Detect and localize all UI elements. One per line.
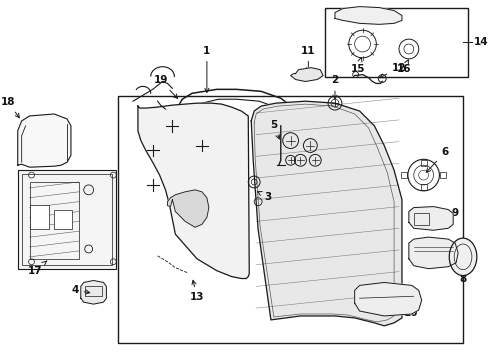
Polygon shape	[354, 283, 421, 316]
Bar	[18, 170, 116, 269]
Polygon shape	[251, 101, 401, 326]
Text: 14: 14	[473, 37, 488, 47]
Text: 18: 18	[0, 97, 20, 118]
Text: 17: 17	[28, 261, 47, 276]
Bar	[413, 213, 427, 225]
Text: 2: 2	[331, 76, 338, 99]
Polygon shape	[18, 114, 71, 167]
Text: 13: 13	[189, 280, 204, 302]
Polygon shape	[408, 207, 452, 230]
Text: 16: 16	[396, 60, 410, 74]
Text: 5: 5	[270, 120, 279, 139]
Text: 8: 8	[458, 261, 466, 284]
Bar	[118, 96, 462, 343]
Text: 7: 7	[436, 245, 458, 255]
Bar	[420, 184, 426, 190]
Text: 3: 3	[257, 192, 271, 202]
Bar	[440, 172, 446, 178]
Text: 6: 6	[426, 147, 447, 172]
Polygon shape	[334, 6, 401, 24]
Text: 9: 9	[436, 208, 457, 219]
Text: 10: 10	[390, 302, 418, 318]
Polygon shape	[167, 190, 208, 227]
Bar	[400, 172, 406, 178]
Bar	[84, 287, 102, 296]
Text: 4: 4	[71, 285, 90, 295]
Text: 19: 19	[153, 76, 177, 98]
Bar	[325, 8, 467, 77]
Polygon shape	[138, 103, 249, 279]
Text: 15: 15	[350, 58, 364, 74]
Bar	[54, 210, 72, 229]
Text: 12: 12	[379, 63, 406, 78]
Bar	[420, 160, 426, 166]
Text: 1: 1	[203, 46, 210, 93]
Polygon shape	[81, 280, 106, 304]
Ellipse shape	[448, 238, 476, 275]
Bar	[29, 204, 49, 229]
Bar	[21, 174, 112, 265]
Bar	[29, 182, 79, 259]
Text: 11: 11	[301, 46, 315, 72]
Polygon shape	[290, 68, 323, 81]
Polygon shape	[408, 237, 457, 269]
